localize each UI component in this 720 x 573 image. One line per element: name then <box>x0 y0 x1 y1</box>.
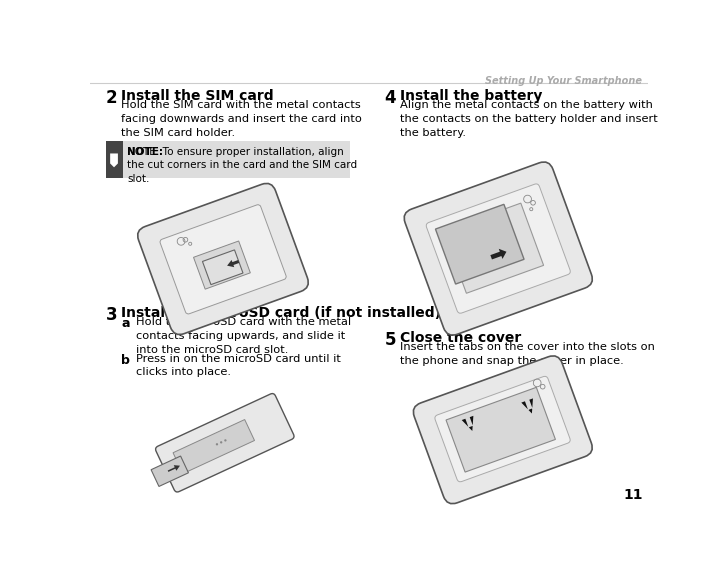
Text: 11: 11 <box>623 488 642 501</box>
Text: Setting Up Your Smartphone: Setting Up Your Smartphone <box>485 76 642 87</box>
Text: a: a <box>121 317 130 331</box>
Text: 5: 5 <box>384 331 396 348</box>
Polygon shape <box>521 398 533 414</box>
Text: Install the battery: Install the battery <box>400 89 542 103</box>
FancyBboxPatch shape <box>106 141 350 178</box>
FancyBboxPatch shape <box>202 250 243 285</box>
Text: b: b <box>121 354 130 367</box>
Text: NOTE:: NOTE: <box>127 147 163 156</box>
Circle shape <box>220 441 222 444</box>
FancyBboxPatch shape <box>446 387 555 472</box>
Text: Hold the microSD card with the metal
contacts facing upwards, and slide it
into : Hold the microSD card with the metal con… <box>137 317 351 355</box>
FancyBboxPatch shape <box>413 356 593 504</box>
FancyBboxPatch shape <box>160 205 287 314</box>
Text: Insert the tabs on the cover into the slots on
the phone and snap the cover in p: Insert the tabs on the cover into the sl… <box>400 342 655 366</box>
Text: Install the MicroSD card (if not installed): Install the MicroSD card (if not install… <box>121 306 441 320</box>
Text: 2: 2 <box>106 89 117 107</box>
Polygon shape <box>110 154 118 167</box>
FancyBboxPatch shape <box>156 394 294 492</box>
Polygon shape <box>168 465 180 472</box>
FancyBboxPatch shape <box>106 141 122 178</box>
Text: 3: 3 <box>106 306 117 324</box>
Circle shape <box>224 439 227 442</box>
FancyBboxPatch shape <box>444 203 544 293</box>
Text: NOTE: To ensure proper installation, align
the cut corners in the card and the S: NOTE: To ensure proper installation, ali… <box>127 147 357 184</box>
Text: Press in on the microSD card until it
clicks into place.: Press in on the microSD card until it cl… <box>137 354 341 377</box>
Polygon shape <box>462 416 473 431</box>
FancyBboxPatch shape <box>435 376 570 482</box>
Circle shape <box>216 443 218 445</box>
FancyBboxPatch shape <box>426 184 570 313</box>
FancyBboxPatch shape <box>436 205 524 284</box>
Polygon shape <box>490 249 506 260</box>
FancyBboxPatch shape <box>151 456 189 486</box>
FancyBboxPatch shape <box>138 183 308 335</box>
Polygon shape <box>227 260 239 267</box>
Text: Close the cover: Close the cover <box>400 331 521 344</box>
Text: 4: 4 <box>384 89 396 107</box>
Text: Install the SIM card: Install the SIM card <box>121 89 274 103</box>
FancyBboxPatch shape <box>404 162 593 335</box>
Text: Align the metal contacts on the battery with
the contacts on the battery holder : Align the metal contacts on the battery … <box>400 100 658 138</box>
FancyBboxPatch shape <box>194 241 251 289</box>
Text: Hold the SIM card with the metal contacts
facing downwards and insert the card i: Hold the SIM card with the metal contact… <box>121 100 362 138</box>
FancyBboxPatch shape <box>173 419 254 474</box>
